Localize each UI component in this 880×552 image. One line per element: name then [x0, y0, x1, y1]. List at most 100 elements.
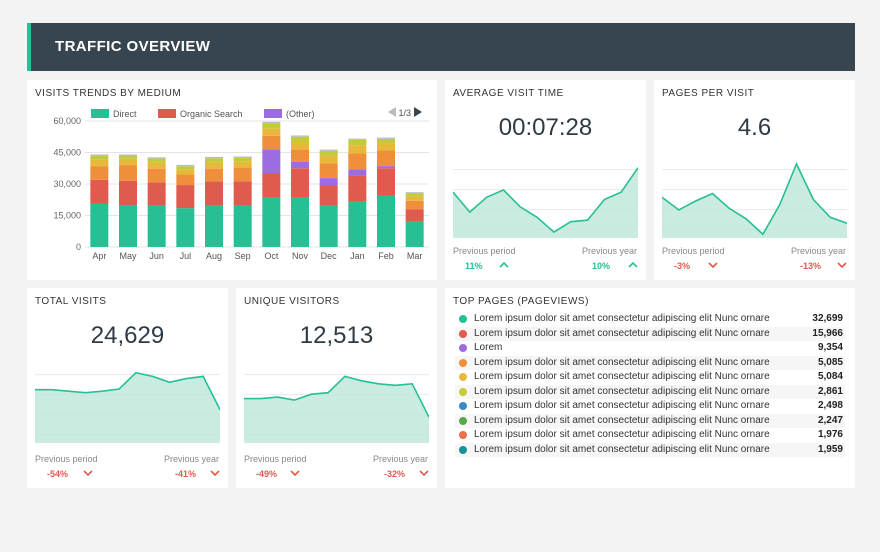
bar-segment[interactable] [233, 205, 252, 247]
bar-segment[interactable] [262, 173, 281, 198]
bar-segment[interactable] [147, 168, 166, 183]
bar-segment[interactable] [233, 167, 252, 182]
bar-segment[interactable] [377, 166, 395, 169]
list-item[interactable]: Lorem ipsum dolor sit amet consectetur a… [455, 413, 845, 428]
list-item[interactable]: Lorem ipsum dolor sit amet consectetur a… [455, 442, 845, 457]
list-item[interactable]: Lorem ipsum dolor sit amet consectetur a… [455, 312, 845, 326]
bar-segment[interactable] [147, 162, 166, 169]
bar-segment[interactable] [119, 165, 137, 181]
bar-segment[interactable] [291, 142, 309, 150]
bar-segment[interactable] [377, 195, 395, 247]
bar-segment[interactable] [176, 185, 195, 209]
bar-segment[interactable] [147, 157, 166, 159]
bar-segment[interactable] [348, 201, 367, 247]
bar-segment[interactable] [205, 158, 223, 163]
legend-other-swatch [264, 109, 282, 118]
bar-segment[interactable] [90, 179, 109, 204]
list-item[interactable]: Lorem ipsum dolor sit amet consectetur a… [455, 326, 845, 341]
legend-organic[interactable]: Organic Search [158, 109, 243, 119]
sparkline-area [662, 164, 847, 238]
bar-segment[interactable] [176, 208, 195, 247]
bar-segment[interactable] [119, 180, 137, 205]
bar-segment[interactable] [262, 149, 281, 174]
bar-segment[interactable] [90, 155, 109, 160]
bar-segment[interactable] [176, 169, 195, 175]
legend-direct[interactable]: Direct [91, 109, 137, 119]
bar-segment[interactable] [319, 185, 338, 206]
bar-segment[interactable] [291, 135, 309, 137]
bar-segment[interactable] [348, 145, 367, 154]
bar-segment[interactable] [176, 174, 195, 186]
bar-segment[interactable] [319, 178, 338, 186]
bar-segment[interactable] [405, 221, 424, 247]
bar-segment[interactable] [205, 181, 223, 206]
bar-segment[interactable] [377, 143, 395, 151]
bar-segment[interactable] [319, 156, 338, 164]
bar-segment[interactable] [319, 150, 338, 157]
bar-segment[interactable] [90, 159, 109, 167]
bar-segment[interactable] [262, 123, 281, 129]
list-item[interactable]: Lorem ipsum dolor sit amet consectetur a… [455, 428, 845, 442]
bar-segment[interactable] [405, 209, 424, 222]
bar-segment[interactable] [291, 136, 309, 142]
bar-segment[interactable] [147, 205, 166, 247]
bar-segment[interactable] [90, 166, 109, 180]
bar-segment[interactable] [348, 175, 367, 202]
bar-segment[interactable] [262, 135, 281, 150]
bar-segment[interactable] [233, 161, 252, 168]
bar-segment[interactable] [176, 166, 195, 170]
list-item[interactable]: Lorem ipsum dolor sit amet consectetur a… [455, 370, 845, 384]
bar-segment[interactable] [291, 197, 309, 247]
bar-segment[interactable] [377, 137, 395, 139]
bar-segment[interactable] [119, 154, 137, 156]
bar-segment[interactable] [319, 205, 338, 247]
bar-segment[interactable] [205, 162, 223, 169]
bar-segment[interactable] [205, 168, 223, 182]
bar-segment[interactable] [90, 203, 109, 247]
bar-segment[interactable] [119, 155, 137, 159]
chevron-down-icon [290, 470, 300, 477]
legend-direct-swatch [91, 109, 109, 118]
bar-segment[interactable] [119, 205, 137, 247]
bar-segment[interactable] [377, 168, 395, 196]
page-name: Lorem ipsum dolor sit amet consectetur a… [474, 356, 770, 368]
pager-label: 1/3 [398, 108, 412, 118]
list-item[interactable]: Lorem ipsum dolor sit amet consectetur a… [455, 384, 845, 399]
bar-segment[interactable] [147, 182, 166, 206]
bar-segment[interactable] [291, 149, 309, 162]
avg-visit-sparkline [453, 167, 638, 238]
triangle-left-icon[interactable] [388, 107, 396, 117]
bar-segment[interactable] [405, 193, 424, 197]
bar-segment[interactable] [291, 161, 309, 169]
list-item[interactable]: Lorem ipsum dolor sit amet consectetur a… [455, 399, 845, 413]
bar-segment[interactable] [233, 156, 252, 158]
bar-segment[interactable] [90, 154, 109, 156]
bar-segment[interactable] [377, 138, 395, 144]
bar-segment[interactable] [348, 153, 367, 170]
bar-segment[interactable] [348, 169, 367, 176]
list-item[interactable]: Lorem ipsum dolor sit amet consectetur a… [455, 355, 845, 370]
bar-segment[interactable] [205, 156, 223, 159]
bar-segment[interactable] [319, 163, 338, 179]
triangle-right-icon[interactable] [413, 107, 422, 117]
bar-segment[interactable] [176, 164, 195, 167]
bar-segment[interactable] [262, 197, 281, 247]
bar-segment[interactable] [319, 149, 338, 151]
bar-segment[interactable] [348, 138, 367, 140]
bar-segment[interactable] [147, 158, 166, 163]
bar-segment[interactable] [119, 158, 137, 166]
bar-segment[interactable] [233, 181, 252, 206]
bar-segment[interactable] [291, 168, 309, 198]
legend-other[interactable]: (Other) [264, 109, 315, 119]
x-tick-label: Mar [407, 251, 423, 261]
list-item[interactable]: Lorem 9,354 [455, 341, 845, 355]
bar-segment[interactable] [205, 205, 223, 247]
bar-segment[interactable] [405, 192, 424, 194]
bar-segment[interactable] [262, 121, 281, 124]
bar-segment[interactable] [405, 200, 424, 210]
bar-segment[interactable] [405, 196, 424, 201]
bar-segment[interactable] [262, 128, 281, 136]
bar-segment[interactable] [233, 157, 252, 162]
bar-segment[interactable] [348, 139, 367, 146]
bar-segment[interactable] [377, 150, 395, 167]
